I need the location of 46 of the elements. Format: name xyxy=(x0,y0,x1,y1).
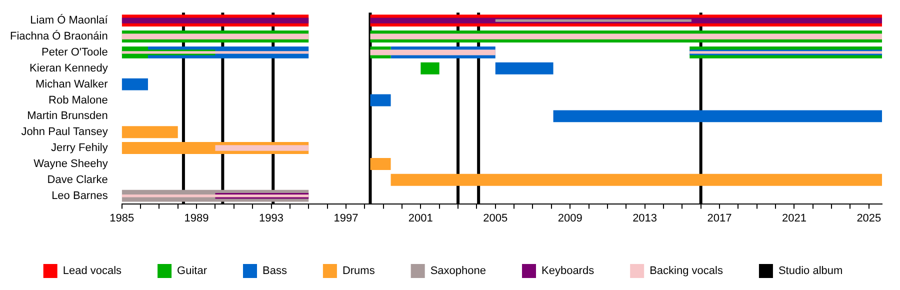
legend-label: Saxophone xyxy=(430,265,486,278)
x-tick-label: 1989 xyxy=(184,212,209,224)
bar xyxy=(495,62,554,74)
x-tick-label: 2013 xyxy=(632,212,658,224)
bar xyxy=(553,110,882,122)
x-tick-label: 1993 xyxy=(259,212,284,224)
y-tick-label: Michan Walker xyxy=(35,78,108,90)
x-tick-label: 1985 xyxy=(110,212,134,224)
bar xyxy=(215,145,309,151)
bar xyxy=(122,18,309,24)
y-tick-label: Leo Barnes xyxy=(52,190,108,202)
bar xyxy=(390,174,882,186)
y-tick-label: Liam Ó Maonlaí xyxy=(30,14,109,27)
x-tick-label: 2009 xyxy=(558,212,582,224)
bar xyxy=(122,194,309,198)
bar xyxy=(370,50,496,56)
bar xyxy=(122,78,148,90)
y-tick-label: Wayne Sheehy xyxy=(34,158,108,170)
x-tick-label: 2017 xyxy=(707,212,732,224)
legend-label: Studio album xyxy=(778,265,843,278)
y-tick-label: Dave Clarke xyxy=(47,174,108,186)
legend-label: Lead vocals xyxy=(62,265,122,278)
x-tick-label: 1997 xyxy=(334,212,358,224)
x-tick-label: 2025 xyxy=(856,212,882,224)
bar xyxy=(370,34,882,40)
legend-label: Drums xyxy=(342,265,376,278)
y-tick-label: Peter O'Toole xyxy=(42,46,108,58)
bar xyxy=(122,34,309,40)
legend-label: Bass xyxy=(262,265,288,278)
y-tick-label: Jerry Fehily xyxy=(50,142,108,154)
x-tick-label: 2005 xyxy=(483,212,508,224)
bar xyxy=(370,158,391,170)
y-tick-label: Fiachna Ó Braonáin xyxy=(10,30,108,43)
bar xyxy=(495,19,692,22)
bar xyxy=(420,62,440,74)
legend-label: Backing vocals xyxy=(650,265,724,278)
bar xyxy=(370,94,391,106)
y-tick-label: Rob Malone xyxy=(48,94,108,106)
y-tick-label: Martin Brunsden xyxy=(27,110,108,122)
x-tick-label: 2001 xyxy=(408,212,433,224)
x-tick-label: 2021 xyxy=(782,212,806,224)
bar xyxy=(122,126,178,138)
y-tick-label: John Paul Tansey xyxy=(21,126,108,138)
y-tick-label: Kieran Kennedy xyxy=(30,62,108,74)
legend-label: Guitar xyxy=(177,265,208,278)
legend-label: Keyboards xyxy=(542,265,595,278)
